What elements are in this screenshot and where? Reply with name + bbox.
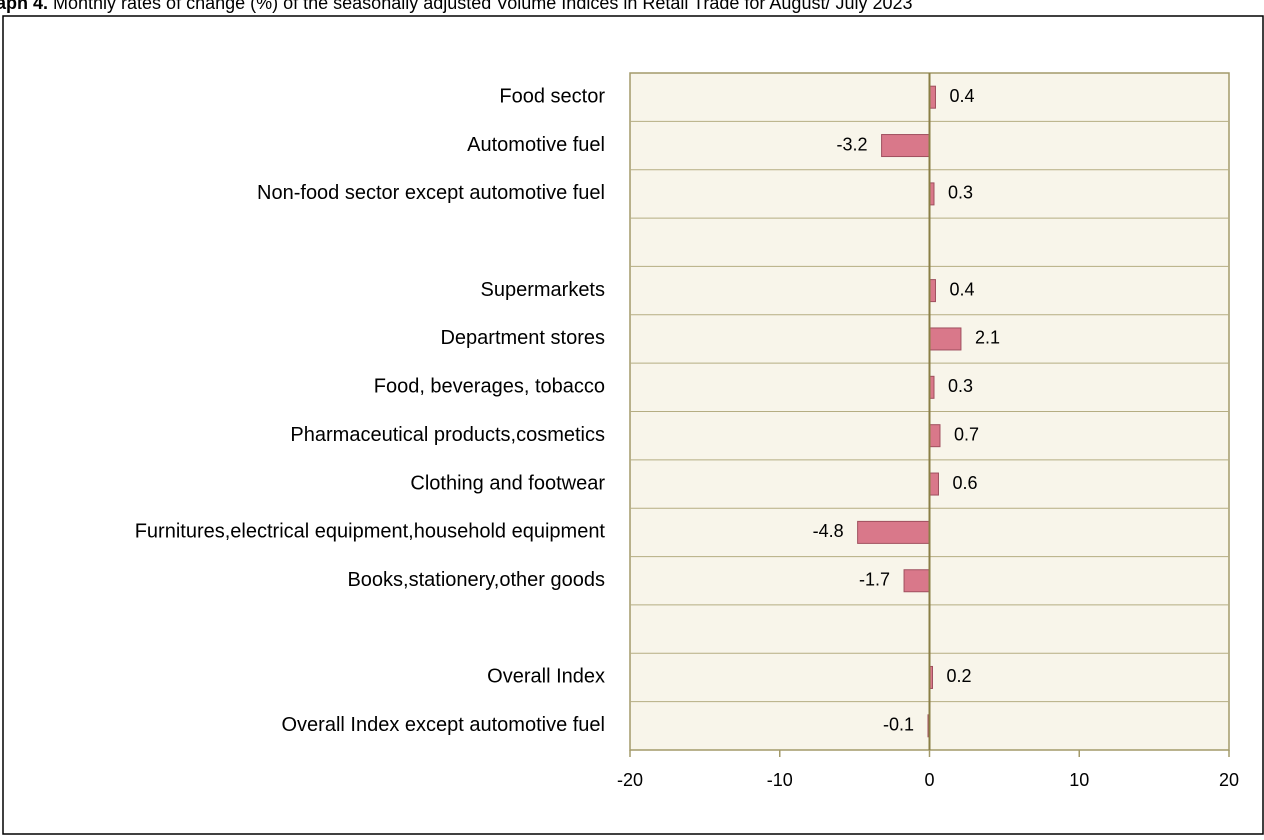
value-label: 0.7 — [954, 424, 979, 444]
value-label: -3.2 — [837, 134, 868, 154]
value-label: 2.1 — [975, 328, 1000, 348]
y-tick-label: Books,stationery,other goods — [347, 569, 605, 591]
x-tick-label: 10 — [1069, 770, 1089, 790]
y-tick-label: Non-food sector except automotive fuel — [257, 182, 605, 204]
value-label: 0.4 — [949, 279, 974, 299]
x-tick-label: -10 — [767, 770, 793, 790]
bar — [857, 520, 930, 544]
x-tick-label: 20 — [1219, 770, 1239, 790]
y-tick-label: Food sector — [499, 85, 605, 107]
bar — [903, 569, 930, 593]
bar — [881, 134, 931, 158]
bar — [929, 424, 941, 448]
value-label: -1.7 — [859, 570, 890, 590]
y-tick-label: Pharmaceutical products,cosmetics — [290, 424, 605, 446]
x-tick-label: -20 — [617, 770, 643, 790]
value-label: 0.4 — [949, 86, 974, 106]
title-label: aph 4. — [0, 0, 48, 13]
bar — [929, 327, 962, 351]
y-tick-label: Overall Index except automotive fuel — [281, 714, 605, 736]
y-tick-label: Clothing and footwear — [410, 472, 605, 494]
x-tick-label: 0 — [924, 770, 934, 790]
y-tick-label: Overall Index — [487, 666, 605, 688]
value-label: -4.8 — [813, 521, 844, 541]
bar — [929, 472, 939, 496]
y-tick-label: Food, beverages, tobacco — [374, 376, 605, 398]
y-tick-label: Department stores — [440, 327, 605, 349]
title-text: Monthly rates of change (%) of the seaso… — [53, 0, 913, 13]
y-tick-label: Furnitures,electrical equipment,househol… — [135, 521, 606, 543]
value-label: 0.3 — [948, 376, 973, 396]
value-label: -0.1 — [883, 715, 914, 735]
y-tick-label: Supermarkets — [481, 279, 606, 301]
value-label: 0.2 — [946, 666, 971, 686]
chart-title: aph 4. Monthly rates of change (%) of the… — [0, 0, 913, 13]
y-tick-label: Automotive fuel — [467, 134, 605, 156]
value-label: 0.6 — [952, 473, 977, 493]
value-label: 0.3 — [948, 183, 973, 203]
